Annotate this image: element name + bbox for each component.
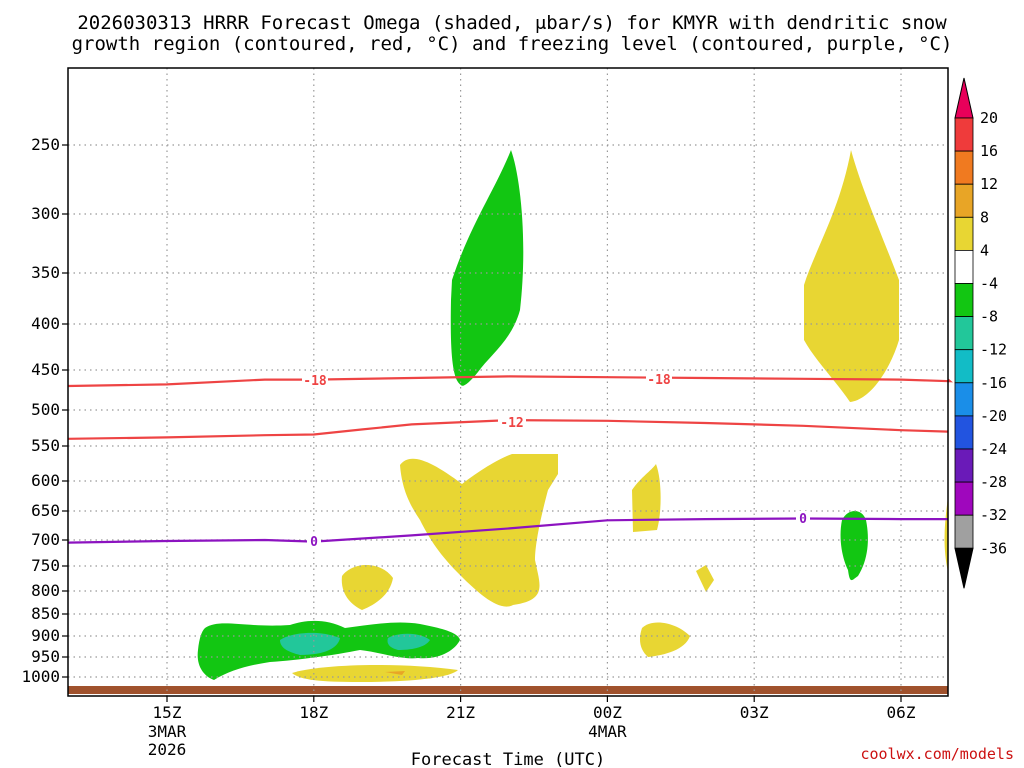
contour-label-zero-b: 0 <box>799 512 807 527</box>
contour-line-minus12 <box>67 418 949 440</box>
colorbar-label: -4 <box>980 275 998 293</box>
colorbar-label: 12 <box>980 175 998 193</box>
colorbar-label: -12 <box>980 341 1007 359</box>
x-tick-year: 2026 <box>148 740 187 759</box>
colorbar-segment <box>954 514 974 549</box>
colorbar-label: -8 <box>980 308 998 326</box>
y-tick-label: 600 <box>31 471 60 490</box>
colorbar-arrow-bottom <box>954 547 974 589</box>
omega-region-green-upper <box>450 150 524 386</box>
omega-region-yellow-right-edge <box>944 497 948 572</box>
omega-region-green-05z <box>840 511 868 581</box>
colorbar-segment <box>954 183 974 218</box>
contour-label-minus12: -12 <box>500 416 523 431</box>
x-tick-label: 21Z <box>446 703 475 722</box>
y-tick-label: 300 <box>31 204 60 223</box>
chart-title-line1: 2026030313 HRRR Forecast Omega (shaded, … <box>77 12 947 34</box>
colorbar-segment <box>954 448 974 483</box>
y-axis-ticks: 250 300 350 400 450 500 550 600 650 700 750 800 850 9… <box>21 135 68 686</box>
colorbar-label: 4 <box>980 241 989 259</box>
y-tick-label: 750 <box>31 556 60 575</box>
plot-frame <box>67 67 949 697</box>
colorbar-segment <box>954 216 974 251</box>
omega-region-yellow-18z <box>341 565 393 610</box>
y-tick-label: 400 <box>31 314 60 333</box>
colorbar-segment <box>954 349 974 384</box>
colorbar-label: 8 <box>980 208 989 226</box>
y-tick-label: 1000 <box>21 667 60 686</box>
x-tick-label: 15Z <box>153 703 182 722</box>
contour-label-bg <box>796 511 810 527</box>
colorbar-segment <box>954 283 974 317</box>
x-tick-date: 3MAR <box>148 722 187 741</box>
x-tick-label: 03Z <box>740 703 769 722</box>
contour-labels: -18 -18 -12 0 0 <box>302 372 810 550</box>
chart-title-line2: growth region (contoured, red, °C) and f… <box>72 33 953 55</box>
colorbar-segment <box>954 316 974 351</box>
y-tick-label: 350 <box>31 263 60 282</box>
contour-label-bg <box>302 372 328 388</box>
y-tick-label: 850 <box>31 604 60 623</box>
omega-region-yellow-surface <box>292 664 458 682</box>
ground-terrain-strip <box>68 686 948 694</box>
contour-line-minus18 <box>67 375 954 388</box>
colorbar-segment <box>954 150 974 185</box>
omega-region-yellow-small-01z <box>632 464 661 532</box>
colorbar-segment <box>954 249 974 284</box>
y-tick-label: 500 <box>31 400 60 419</box>
contour-label-zero-a: 0 <box>310 535 318 550</box>
colorbar-segment <box>954 481 974 516</box>
x-axis-label: Forecast Time (UTC) <box>411 750 605 768</box>
contour-label-bg <box>307 534 321 550</box>
contour-label-bg <box>498 414 526 430</box>
colorbar-segment <box>954 382 974 417</box>
y-tick-label: 450 <box>31 360 60 379</box>
x-tick-label: 06Z <box>887 703 916 722</box>
omega-region-orange-speck <box>385 671 405 675</box>
contour-lines <box>67 375 954 544</box>
colorbar-arrow-top <box>954 77 974 119</box>
x-tick-label: 00Z <box>593 703 622 722</box>
colorbar-label: -24 <box>980 440 1007 458</box>
omega-region-yellow-upper-right <box>804 150 899 402</box>
omega-region-yellow-01z-low <box>640 622 690 657</box>
gridlines <box>68 68 948 696</box>
y-tick-label: 950 <box>31 647 60 666</box>
omega-region-teal-core-20z <box>387 633 430 650</box>
y-tick-label: 900 <box>31 626 60 645</box>
y-tick-label: 650 <box>31 501 60 520</box>
y-tick-label: 550 <box>31 436 60 455</box>
x-tick-date: 4MAR <box>588 722 627 741</box>
colorbar-label: -20 <box>980 407 1007 425</box>
y-tick-label: 800 <box>31 581 60 600</box>
omega-region-yellow-02z <box>696 565 714 592</box>
omega-shading <box>197 150 948 682</box>
x-tick-label: 18Z <box>299 703 328 722</box>
colorbar-label: -36 <box>980 539 1007 557</box>
colorbar-label: -16 <box>980 374 1007 392</box>
y-tick-label: 250 <box>31 135 60 154</box>
contour-line-zero <box>67 517 948 544</box>
contour-label-minus18-b: -18 <box>647 373 671 388</box>
colorbar-label: 16 <box>980 142 998 160</box>
y-tick-label: 700 <box>31 530 60 549</box>
colorbar-segment <box>954 117 974 152</box>
colorbar: 20 16 12 8 4 -4 -8 -12 -16 -20 -24 -28 -32 -36 <box>954 77 1007 589</box>
colorbar-label: -28 <box>980 473 1007 491</box>
colorbar-label: 20 <box>980 109 998 127</box>
omega-region-teal-core-18z <box>280 632 340 655</box>
contour-label-bg <box>646 372 672 388</box>
contour-label-minus18-a: -18 <box>303 374 327 389</box>
colorbar-label: -32 <box>980 506 1007 524</box>
colorbar-segment <box>954 415 974 450</box>
watermark-text: coolwx.com/models <box>860 745 1014 763</box>
